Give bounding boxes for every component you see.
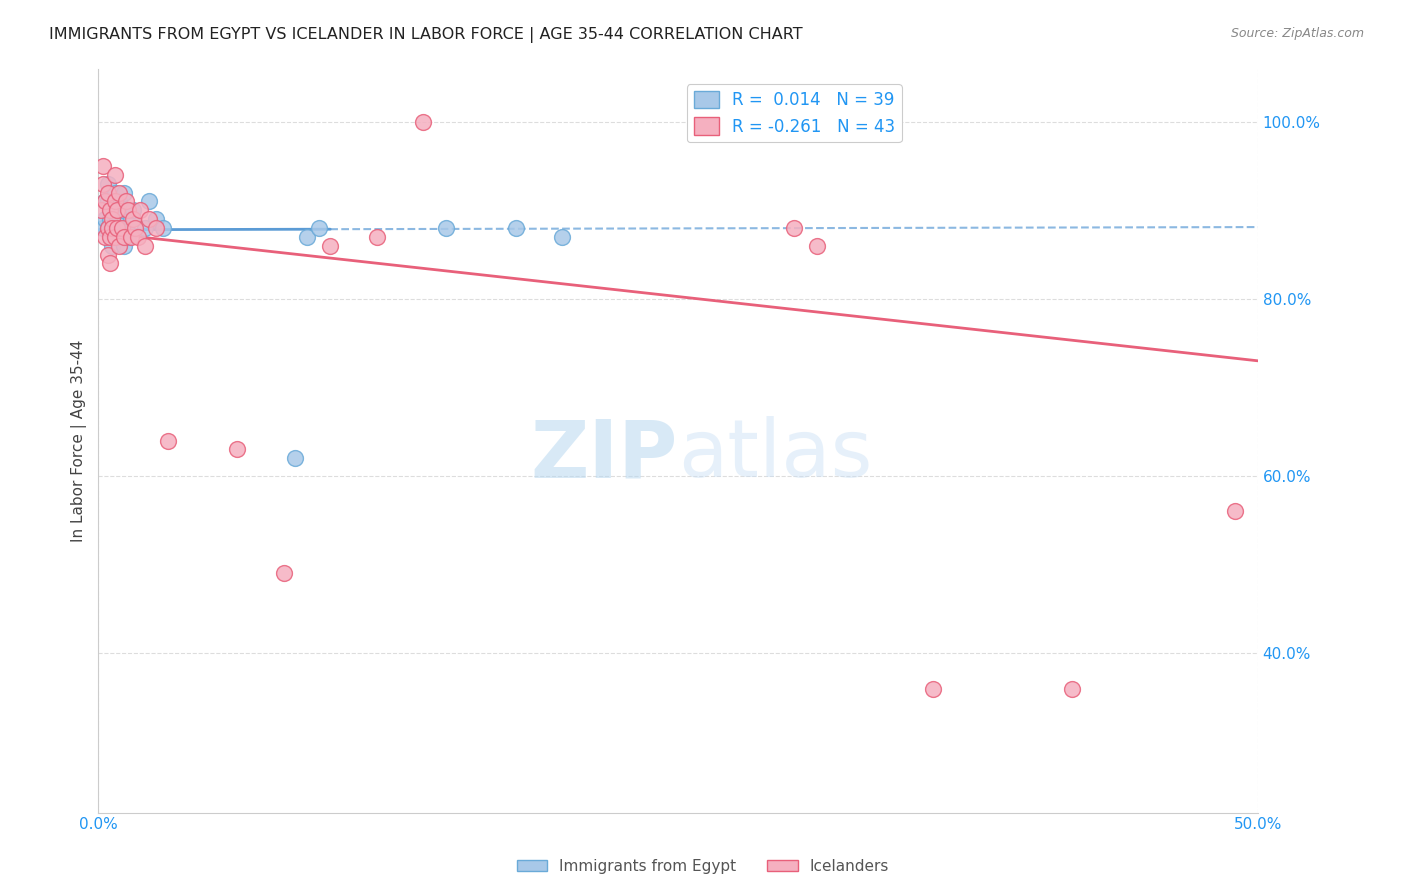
- Point: [94, 194, 117, 209]
- Point: [122, 203, 145, 218]
- Point: [783, 221, 806, 235]
- Point: [127, 229, 149, 244]
- Point: [110, 203, 132, 218]
- Point: [105, 212, 128, 227]
- Point: [105, 203, 128, 218]
- Point: [105, 221, 128, 235]
- Point: [103, 229, 125, 244]
- Point: [91, 177, 114, 191]
- Point: [145, 212, 167, 227]
- Point: [91, 221, 114, 235]
- Point: [101, 221, 124, 235]
- Point: [152, 221, 174, 235]
- Point: [434, 221, 457, 235]
- Point: [97, 194, 120, 209]
- Point: [94, 212, 117, 227]
- Point: [922, 681, 945, 696]
- Point: [134, 221, 156, 235]
- Point: [134, 238, 156, 252]
- Point: [366, 229, 388, 244]
- Point: [120, 229, 142, 244]
- Point: [108, 238, 131, 252]
- Point: [94, 229, 117, 244]
- Point: [103, 229, 125, 244]
- Point: [122, 212, 145, 227]
- Point: [138, 212, 160, 227]
- Legend: R =  0.014   N = 39, R = -0.261   N = 43: R = 0.014 N = 39, R = -0.261 N = 43: [688, 84, 901, 143]
- Point: [319, 238, 342, 252]
- Point: [98, 203, 121, 218]
- Point: [295, 229, 318, 244]
- Point: [115, 194, 138, 209]
- Point: [806, 238, 828, 252]
- Point: [98, 256, 121, 270]
- Point: [284, 451, 307, 466]
- Point: [110, 221, 132, 235]
- Point: [97, 186, 120, 200]
- Point: [103, 194, 125, 209]
- Point: [97, 177, 120, 191]
- Point: [138, 194, 160, 209]
- Point: [120, 212, 142, 227]
- Point: [112, 186, 135, 200]
- Point: [91, 159, 114, 173]
- Point: [103, 194, 125, 209]
- Point: [117, 203, 139, 218]
- Text: atlas: atlas: [678, 417, 873, 494]
- Point: [1223, 504, 1246, 518]
- Point: [103, 221, 125, 235]
- Point: [273, 566, 295, 581]
- Point: [505, 221, 527, 235]
- Point: [308, 221, 330, 235]
- Point: [103, 168, 125, 182]
- Legend: Immigrants from Egypt, Icelanders: Immigrants from Egypt, Icelanders: [510, 853, 896, 880]
- Point: [108, 186, 131, 200]
- Point: [101, 203, 124, 218]
- Point: [101, 221, 124, 235]
- Point: [112, 238, 135, 252]
- Point: [94, 194, 117, 209]
- Point: [412, 114, 434, 128]
- Point: [551, 229, 574, 244]
- Point: [98, 229, 121, 244]
- Text: IMMIGRANTS FROM EGYPT VS ICELANDER IN LABOR FORCE | AGE 35-44 CORRELATION CHART: IMMIGRANTS FROM EGYPT VS ICELANDER IN LA…: [49, 27, 803, 43]
- Point: [112, 229, 135, 244]
- Text: Source: ZipAtlas.com: Source: ZipAtlas.com: [1230, 27, 1364, 40]
- Point: [97, 221, 120, 235]
- Y-axis label: In Labor Force | Age 35-44: In Labor Force | Age 35-44: [72, 339, 87, 541]
- Point: [124, 221, 146, 235]
- Point: [110, 221, 132, 235]
- Point: [129, 203, 152, 218]
- Point: [98, 212, 121, 227]
- Point: [103, 186, 125, 200]
- Text: ZIP: ZIP: [531, 417, 678, 494]
- Point: [105, 203, 128, 218]
- Point: [1062, 681, 1084, 696]
- Point: [115, 221, 138, 235]
- Point: [98, 229, 121, 244]
- Point: [108, 229, 131, 244]
- Point: [156, 434, 179, 448]
- Point: [90, 203, 112, 218]
- Point: [101, 212, 124, 227]
- Point: [101, 238, 124, 252]
- Point: [98, 203, 121, 218]
- Point: [117, 229, 139, 244]
- Point: [226, 442, 249, 457]
- Point: [105, 221, 128, 235]
- Point: [97, 247, 120, 261]
- Point: [108, 194, 131, 209]
- Point: [97, 221, 120, 235]
- Point: [145, 221, 167, 235]
